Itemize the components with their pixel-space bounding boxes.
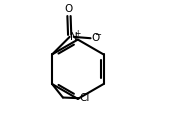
- Text: O: O: [91, 33, 99, 43]
- Text: O: O: [65, 4, 73, 14]
- Text: Cl: Cl: [80, 93, 90, 103]
- Text: −: −: [95, 30, 102, 39]
- Text: +: +: [74, 29, 80, 38]
- Text: N: N: [70, 32, 78, 42]
